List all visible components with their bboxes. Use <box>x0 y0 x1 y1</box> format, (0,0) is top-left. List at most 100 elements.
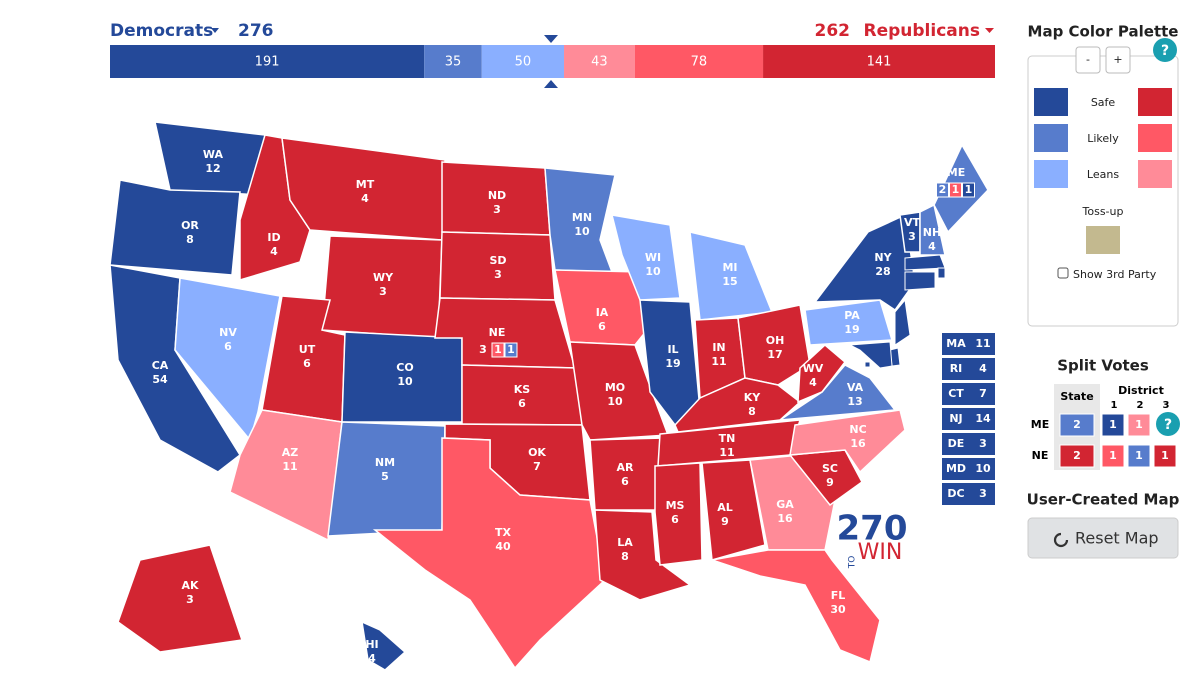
state-ev: 28 <box>875 265 890 278</box>
logo-win: WIN <box>858 540 903 565</box>
state[interactable] <box>109 179 241 276</box>
state-abbr: GA <box>776 498 794 511</box>
vote-value: 1 <box>1161 449 1169 462</box>
state-abbr: OR <box>181 219 199 232</box>
state[interactable] <box>281 137 446 241</box>
logo-to: TO <box>848 556 858 570</box>
zoom-in-button[interactable] <box>1105 46 1131 74</box>
state[interactable] <box>813 213 916 312</box>
state-ev: 3 <box>979 487 987 500</box>
vote-box[interactable] <box>1127 413 1151 437</box>
vote-box[interactable] <box>1059 444 1095 468</box>
state-abbr: AR <box>617 461 635 474</box>
rating-label: Safe <box>1091 96 1116 109</box>
state-abbr: MS <box>666 499 685 512</box>
help-icon[interactable]: ? <box>1161 43 1169 59</box>
minus[interactable]: - <box>1086 53 1090 66</box>
split-box[interactable] <box>504 342 518 358</box>
small-state-box[interactable] <box>942 333 995 355</box>
rep-swatch[interactable] <box>1138 160 1172 188</box>
small-state-box[interactable] <box>942 383 995 405</box>
reset-label[interactable]: Reset Map <box>1075 529 1159 548</box>
vote-box[interactable] <box>1101 444 1125 468</box>
reset-icon[interactable] <box>1053 532 1069 548</box>
state-abbr: AK <box>181 579 199 592</box>
vote-box[interactable] <box>1101 413 1125 437</box>
state-abbr: NH <box>923 226 941 239</box>
vote-box[interactable] <box>1127 444 1151 468</box>
state-ev: 6 <box>621 475 629 488</box>
state[interactable] <box>864 361 871 368</box>
logo-number: 270 <box>837 509 908 549</box>
dem-swatch[interactable] <box>1034 124 1068 152</box>
help-button[interactable] <box>1153 38 1177 62</box>
bar-segment <box>424 45 482 78</box>
small-state-box[interactable] <box>942 458 995 480</box>
dem-label[interactable]: Democrats <box>110 21 213 41</box>
district-number: 1 <box>1111 400 1118 411</box>
split-box[interactable] <box>949 182 962 198</box>
vote-value: 2 <box>1073 449 1081 462</box>
small-state-box[interactable] <box>942 408 995 430</box>
plus[interactable]: + <box>1113 53 1122 66</box>
vote-box[interactable] <box>1059 413 1095 437</box>
state[interactable] <box>117 544 243 653</box>
state-abbr: VA <box>847 381 864 394</box>
state[interactable] <box>804 299 893 346</box>
dropdown-arrow[interactable] <box>985 28 994 33</box>
state-ev: 12 <box>205 162 220 175</box>
state[interactable] <box>372 437 606 670</box>
state[interactable] <box>779 364 897 421</box>
state[interactable] <box>937 267 946 279</box>
help-button[interactable] <box>1156 412 1180 436</box>
state[interactable] <box>797 343 847 404</box>
dem-swatch[interactable] <box>1034 160 1068 188</box>
state[interactable] <box>654 462 703 566</box>
state[interactable] <box>789 409 906 474</box>
rep-swatch[interactable] <box>1138 124 1172 152</box>
state[interactable] <box>594 509 692 601</box>
vote-box[interactable] <box>1153 444 1177 468</box>
third-party-label[interactable]: Show 3rd Party <box>1073 268 1157 281</box>
state[interactable] <box>610 214 681 301</box>
state[interactable] <box>229 409 343 542</box>
bar-label: 35 <box>445 55 462 70</box>
state[interactable] <box>919 203 946 256</box>
split-value: 2 <box>939 183 947 196</box>
state-ev: 30 <box>830 603 846 616</box>
state-ev: 10 <box>607 395 623 408</box>
rep-label[interactable]: Republicans <box>864 21 981 41</box>
small-state-box[interactable] <box>942 358 995 380</box>
help-icon[interactable]: ? <box>1164 417 1172 433</box>
dropdown-arrow[interactable] <box>211 28 219 33</box>
state[interactable] <box>848 341 893 369</box>
state-abbr: DC <box>947 487 964 500</box>
district-header: District <box>1118 384 1164 397</box>
state-ev: 17 <box>767 348 782 361</box>
split-box[interactable] <box>936 182 949 198</box>
state[interactable] <box>711 549 881 664</box>
state-ev: 16 <box>850 437 866 450</box>
state[interactable] <box>737 304 811 386</box>
state[interactable] <box>701 459 766 561</box>
small-state-box[interactable] <box>942 433 995 455</box>
state[interactable] <box>894 298 911 346</box>
state-abbr: NV <box>219 326 237 339</box>
state-abbr: WV <box>803 362 824 375</box>
state[interactable] <box>589 437 666 511</box>
reset-button[interactable] <box>1027 517 1179 559</box>
tossup-swatch[interactable] <box>1086 226 1120 254</box>
small-state-box[interactable] <box>942 483 995 505</box>
dem-total: 276 <box>238 21 274 41</box>
checkbox[interactable] <box>1057 267 1069 279</box>
state[interactable] <box>361 620 407 671</box>
state-abbr: OK <box>528 446 546 459</box>
dem-swatch[interactable] <box>1034 88 1068 116</box>
split-box[interactable] <box>962 182 975 198</box>
zoom-out-button[interactable] <box>1075 46 1101 74</box>
split-title: Split Votes <box>1057 357 1149 375</box>
state[interactable] <box>904 271 936 291</box>
state-ev: 6 <box>303 357 311 370</box>
split-box[interactable] <box>491 342 505 358</box>
rep-swatch[interactable] <box>1138 88 1172 116</box>
